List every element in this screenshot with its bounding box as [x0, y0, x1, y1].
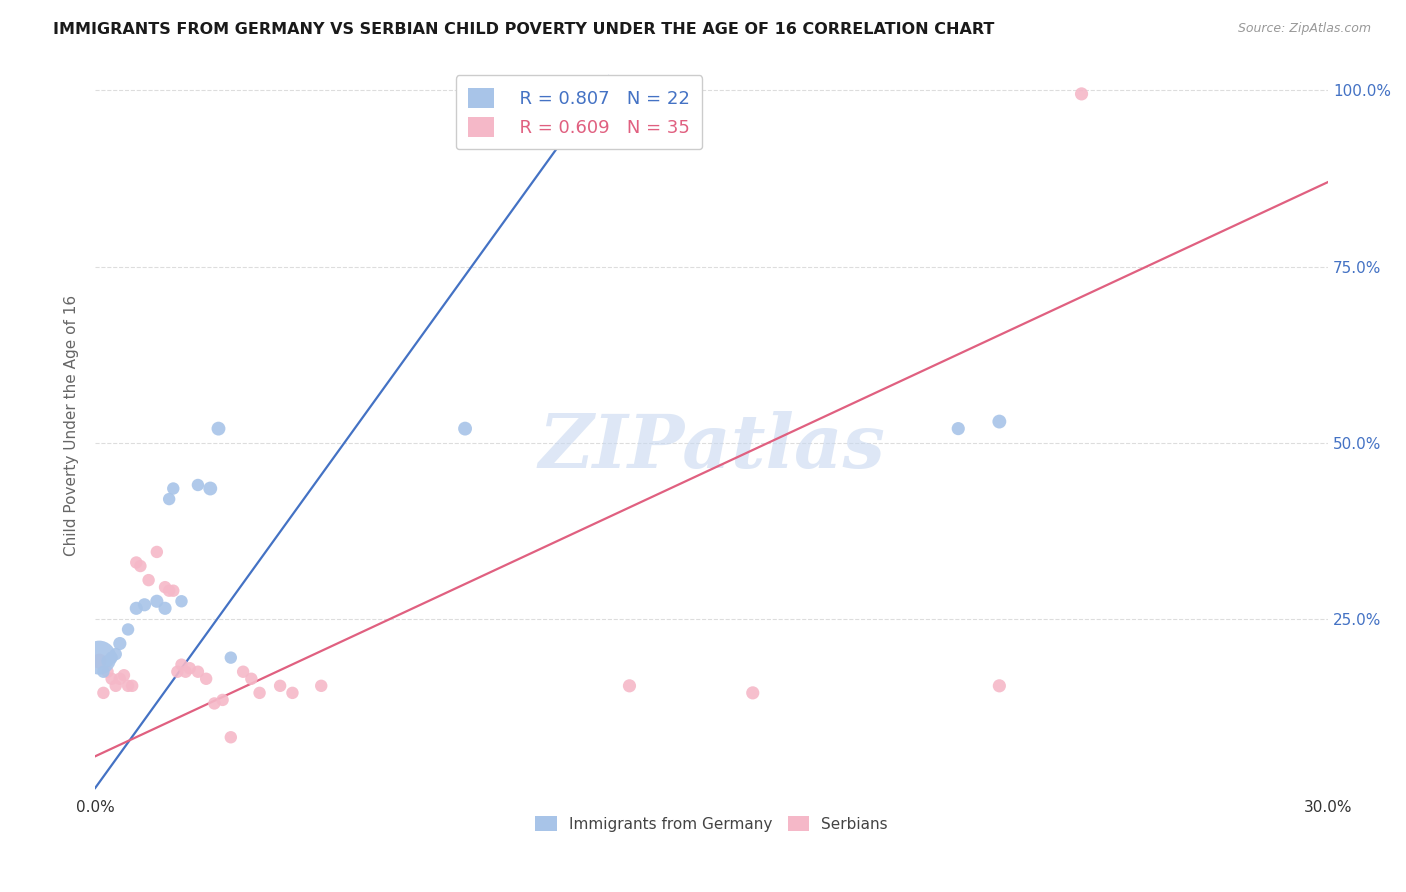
Point	[162, 583, 184, 598]
Point	[89, 650, 111, 665]
Point	[157, 583, 180, 598]
Point	[100, 650, 122, 665]
Legend: Immigrants from Germany, Serbians: Immigrants from Germany, Serbians	[526, 806, 897, 840]
Point	[146, 594, 169, 608]
Point	[1070, 87, 1092, 101]
Point	[100, 672, 122, 686]
Point	[125, 556, 148, 570]
Point	[125, 601, 148, 615]
Point	[89, 654, 111, 668]
Point	[741, 686, 763, 700]
Point	[309, 679, 332, 693]
Point	[121, 679, 143, 693]
Point	[202, 697, 225, 711]
Point	[166, 665, 188, 679]
Point	[108, 636, 131, 650]
Point	[153, 601, 176, 615]
Point	[138, 573, 160, 587]
Text: ZIPatlas: ZIPatlas	[538, 411, 886, 483]
Point	[104, 679, 127, 693]
Point	[187, 665, 209, 679]
Point	[153, 580, 176, 594]
Point	[96, 654, 118, 668]
Point	[207, 422, 229, 436]
Point	[170, 594, 193, 608]
Point	[162, 482, 184, 496]
Point	[948, 422, 970, 436]
Y-axis label: Child Poverty Under the Age of 16: Child Poverty Under the Age of 16	[65, 294, 79, 556]
Point	[988, 679, 1011, 693]
Point	[219, 650, 242, 665]
Point	[108, 672, 131, 686]
Point	[454, 422, 477, 436]
Point	[134, 598, 156, 612]
Point	[232, 665, 254, 679]
Point	[200, 482, 222, 496]
Text: Source: ZipAtlas.com: Source: ZipAtlas.com	[1237, 22, 1371, 36]
Point	[93, 686, 115, 700]
Point	[112, 668, 135, 682]
Point	[96, 665, 118, 679]
Point	[129, 559, 152, 574]
Point	[219, 731, 242, 745]
Point	[495, 87, 517, 101]
Point	[187, 478, 209, 492]
Point	[195, 672, 218, 686]
Point	[93, 665, 115, 679]
Text: IMMIGRANTS FROM GERMANY VS SERBIAN CHILD POVERTY UNDER THE AGE OF 16 CORRELATION: IMMIGRANTS FROM GERMANY VS SERBIAN CHILD…	[53, 22, 995, 37]
Point	[117, 623, 139, 637]
Point	[157, 492, 180, 507]
Point	[117, 679, 139, 693]
Point	[249, 686, 271, 700]
Point	[988, 415, 1011, 429]
Point	[619, 679, 641, 693]
Point	[281, 686, 304, 700]
Point	[179, 661, 201, 675]
Point	[104, 647, 127, 661]
Point	[240, 672, 263, 686]
Point	[146, 545, 169, 559]
Point	[269, 679, 291, 693]
Point	[211, 693, 233, 707]
Point	[174, 665, 197, 679]
Point	[170, 657, 193, 672]
